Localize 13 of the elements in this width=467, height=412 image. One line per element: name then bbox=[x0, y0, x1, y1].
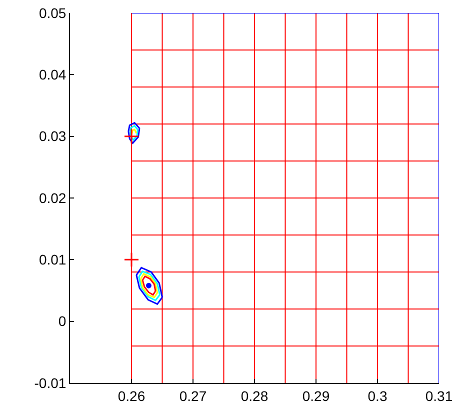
y-tick-label: 0.01 bbox=[38, 252, 66, 268]
y-tick-label: 0.03 bbox=[38, 128, 66, 144]
x-tick-label: 0.26 bbox=[118, 388, 146, 404]
x-tick-label: 0.28 bbox=[240, 388, 268, 404]
y-tick-label: -0.01 bbox=[34, 374, 66, 391]
x-tick-label: 0.3 bbox=[368, 388, 388, 404]
y-tick-label: 0 bbox=[58, 313, 66, 330]
y-tick-label: 0.05 bbox=[38, 4, 66, 21]
x-tick-label: 0.27 bbox=[179, 388, 207, 404]
x-tick-label: 0.29 bbox=[302, 388, 330, 404]
x-tick-label: 0.31 bbox=[425, 388, 453, 404]
y-tick-label: 0.04 bbox=[38, 66, 66, 83]
y-tick-label: 0.02 bbox=[38, 190, 66, 206]
